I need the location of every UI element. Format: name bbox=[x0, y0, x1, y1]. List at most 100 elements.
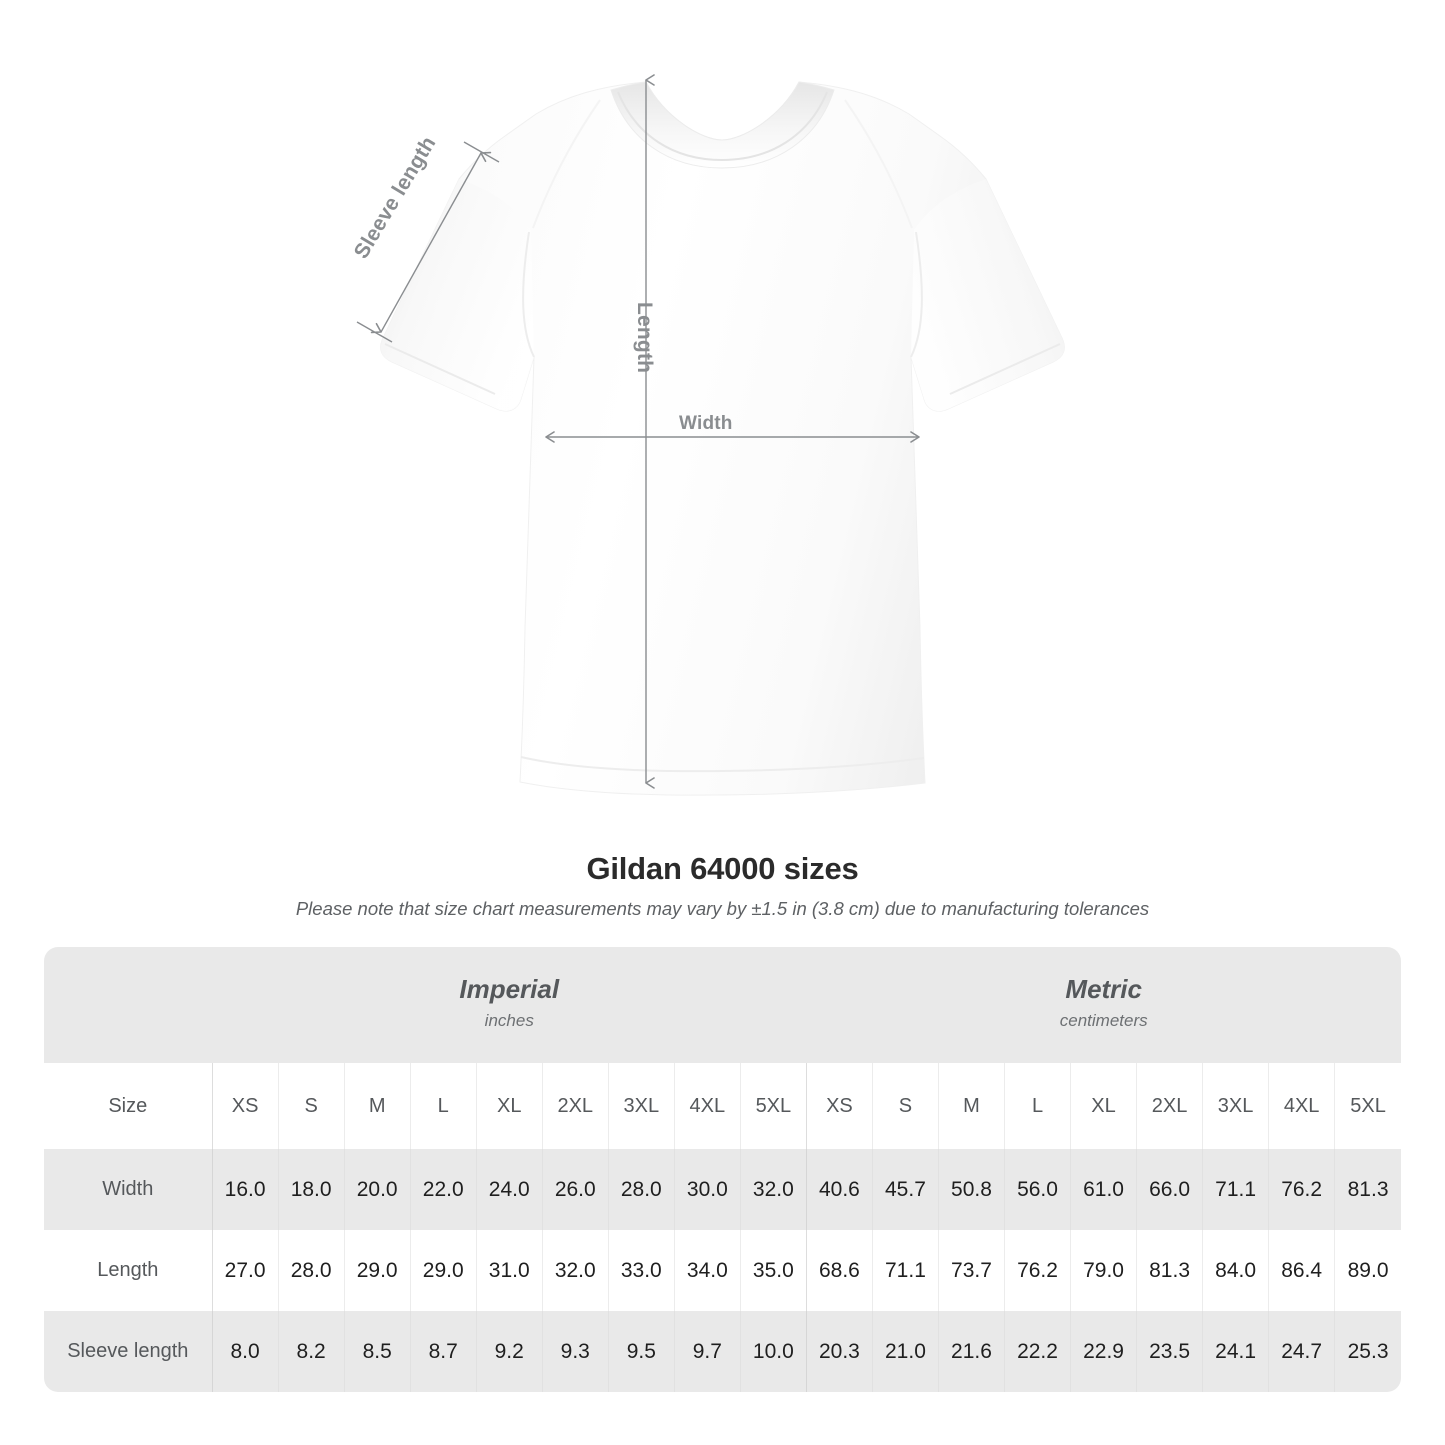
cell-length-metric-xl: 79.0 bbox=[1070, 1230, 1137, 1311]
cell-sleeve-metric-4xl: 24.7 bbox=[1268, 1311, 1335, 1392]
cell-length-metric-m: 73.7 bbox=[937, 1230, 1005, 1311]
size-header-label: Size bbox=[44, 1063, 213, 1149]
cell-length-metric-5xl: 89.0 bbox=[1334, 1230, 1401, 1311]
header-metric-4xl: 4XL bbox=[1268, 1063, 1335, 1149]
imperial-unit-name: Imperial bbox=[459, 973, 560, 1004]
shirt-right-sleeve bbox=[911, 179, 1065, 412]
metric-unit-name: Metric bbox=[1065, 973, 1142, 1004]
header-metric-2xl: 2XL bbox=[1136, 1063, 1203, 1149]
cell-length-imperial-xs: 27.0 bbox=[211, 1230, 279, 1311]
cell-length-imperial-s: 28.0 bbox=[277, 1230, 345, 1311]
cell-length-imperial-2xl: 32.0 bbox=[541, 1230, 609, 1311]
cell-sleeve-imperial-l: 8.7 bbox=[409, 1311, 477, 1392]
cell-width-metric-s: 45.7 bbox=[871, 1149, 939, 1230]
header-imperial-5xl: 5XL bbox=[739, 1063, 807, 1149]
cell-sleeve-metric-xs: 20.3 bbox=[805, 1311, 873, 1392]
header-imperial-xs: XS bbox=[211, 1063, 279, 1149]
cell-width-imperial-5xl: 32.0 bbox=[739, 1149, 807, 1230]
metric-unit-sub: centimeters bbox=[1059, 1011, 1148, 1031]
cell-length-imperial-xl: 31.0 bbox=[475, 1230, 543, 1311]
header-imperial-xl: XL bbox=[475, 1063, 543, 1149]
table-row: Width 16.0 18.0 20.0 22.0 24.0 26.0 28.0… bbox=[44, 1149, 1401, 1230]
cell-sleeve-metric-l: 22.2 bbox=[1003, 1311, 1071, 1392]
header-metric-xs: XS bbox=[805, 1063, 873, 1149]
cell-sleeve-metric-m: 21.6 bbox=[937, 1311, 1005, 1392]
header-imperial-2xl: 2XL bbox=[541, 1063, 609, 1149]
shirt-left-cuff bbox=[384, 343, 496, 395]
shirt-left-shoulder-fold bbox=[532, 99, 601, 229]
cell-width-metric-2xl: 66.0 bbox=[1136, 1149, 1203, 1230]
table-row: Length 27.0 28.0 29.0 29.0 31.0 32.0 33.… bbox=[44, 1230, 1401, 1311]
row-label-sleeve-length: Sleeve length bbox=[44, 1311, 213, 1392]
header-metric-l: L bbox=[1003, 1063, 1071, 1149]
cell-sleeve-metric-5xl: 25.3 bbox=[1334, 1311, 1401, 1392]
shirt-body-shape bbox=[380, 81, 1065, 796]
size-header-row: Size XS S M L XL 2XL 3XL 4XL 5XL XS S M … bbox=[44, 1063, 1401, 1149]
size-chart-table: Imperial inches Metric centimeters Size … bbox=[44, 947, 1401, 1392]
cell-length-imperial-4xl: 34.0 bbox=[673, 1230, 741, 1311]
header-metric-3xl: 3XL bbox=[1202, 1063, 1269, 1149]
cell-length-metric-s: 71.1 bbox=[871, 1230, 939, 1311]
sleeve-tick-bottom bbox=[356, 321, 393, 343]
cell-width-imperial-4xl: 30.0 bbox=[673, 1149, 741, 1230]
cell-width-metric-3xl: 71.1 bbox=[1202, 1149, 1269, 1230]
shirt-right-cuff bbox=[949, 343, 1061, 395]
cell-length-metric-2xl: 81.3 bbox=[1136, 1230, 1203, 1311]
cell-length-imperial-5xl: 35.0 bbox=[739, 1230, 807, 1311]
width-label: Width bbox=[679, 413, 733, 434]
shirt-collar-inner bbox=[617, 91, 828, 162]
shirt-left-sleeve-seam bbox=[522, 231, 535, 358]
header-imperial-4xl: 4XL bbox=[673, 1063, 741, 1149]
tshirt-diagram-svg bbox=[356, 74, 1065, 796]
header-metric-s: S bbox=[871, 1063, 939, 1149]
cell-width-imperial-xs: 16.0 bbox=[211, 1149, 279, 1230]
cell-length-imperial-3xl: 33.0 bbox=[607, 1230, 675, 1311]
cell-width-imperial-3xl: 28.0 bbox=[607, 1149, 675, 1230]
cell-sleeve-imperial-xs: 8.0 bbox=[211, 1311, 279, 1392]
header-metric-m: M bbox=[937, 1063, 1005, 1149]
shirt-right-sleeve-seam bbox=[910, 231, 923, 358]
cell-width-imperial-xl: 24.0 bbox=[475, 1149, 543, 1230]
cell-sleeve-imperial-3xl: 9.5 bbox=[607, 1311, 675, 1392]
header-imperial-l: L bbox=[409, 1063, 477, 1149]
cell-sleeve-imperial-4xl: 9.7 bbox=[673, 1311, 741, 1392]
cell-width-metric-xl: 61.0 bbox=[1070, 1149, 1137, 1230]
imperial-unit-cell: Imperial inches bbox=[212, 947, 807, 1063]
cell-width-metric-5xl: 81.3 bbox=[1334, 1149, 1401, 1230]
cell-sleeve-metric-s: 21.0 bbox=[871, 1311, 939, 1392]
table-row: Sleeve length 8.0 8.2 8.5 8.7 9.2 9.3 9.… bbox=[44, 1311, 1401, 1392]
cell-sleeve-imperial-xl: 9.2 bbox=[475, 1311, 543, 1392]
shirt-hem-line bbox=[520, 756, 925, 773]
shirt-right-shoulder-fold bbox=[844, 99, 913, 229]
cell-length-imperial-l: 29.0 bbox=[409, 1230, 477, 1311]
sleeve-tick-top bbox=[463, 141, 500, 163]
imperial-unit-sub: inches bbox=[484, 1011, 534, 1031]
cell-sleeve-imperial-5xl: 10.0 bbox=[739, 1311, 807, 1392]
header-imperial-s: S bbox=[277, 1063, 345, 1149]
header-metric-5xl: 5XL bbox=[1334, 1063, 1401, 1149]
header-metric-xl: XL bbox=[1070, 1063, 1137, 1149]
cell-length-metric-l: 76.2 bbox=[1003, 1230, 1071, 1311]
row-label-width: Width bbox=[44, 1149, 213, 1230]
tshirt-illustration: Sleeve length Length Width bbox=[350, 74, 1065, 796]
cell-width-imperial-l: 22.0 bbox=[409, 1149, 477, 1230]
length-label: Length bbox=[633, 302, 656, 374]
cell-width-imperial-s: 18.0 bbox=[277, 1149, 345, 1230]
unit-band-row: Imperial inches Metric centimeters bbox=[44, 947, 1401, 1063]
unit-band-spacer bbox=[44, 947, 213, 1063]
cell-sleeve-metric-2xl: 23.5 bbox=[1136, 1311, 1203, 1392]
cell-width-metric-l: 56.0 bbox=[1003, 1149, 1071, 1230]
cell-length-metric-xs: 68.6 bbox=[805, 1230, 873, 1311]
row-label-length: Length bbox=[44, 1230, 213, 1311]
tolerance-note: Please note that size chart measurements… bbox=[295, 898, 1150, 919]
cell-sleeve-imperial-m: 8.5 bbox=[343, 1311, 411, 1392]
metric-unit-cell: Metric centimeters bbox=[806, 947, 1401, 1063]
header-imperial-m: M bbox=[343, 1063, 411, 1149]
header-imperial-3xl: 3XL bbox=[607, 1063, 675, 1149]
cell-sleeve-imperial-2xl: 9.3 bbox=[541, 1311, 609, 1392]
dimension-lines bbox=[356, 74, 920, 789]
page-title: Gildan 64000 sizes bbox=[586, 851, 859, 886]
cell-width-imperial-m: 20.0 bbox=[343, 1149, 411, 1230]
cell-sleeve-metric-3xl: 24.1 bbox=[1202, 1311, 1269, 1392]
